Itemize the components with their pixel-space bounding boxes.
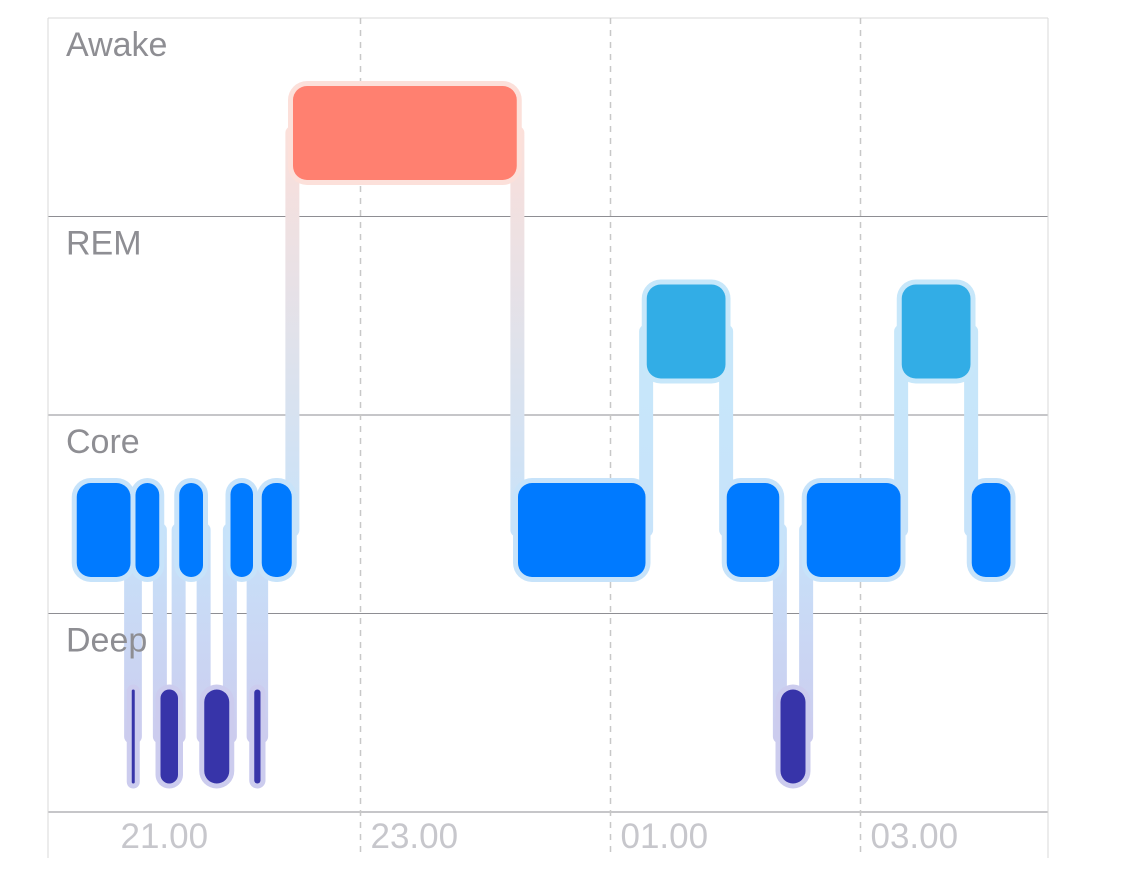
x-tick-label: 21.00 — [121, 817, 209, 856]
core-segment-bar — [806, 483, 901, 577]
x-tick-label: 23.00 — [371, 817, 459, 856]
core-segment-bar — [518, 483, 646, 577]
core-segment-bar — [230, 483, 253, 577]
deep-segment-bar — [131, 689, 135, 784]
stage-label-rem: REM — [66, 225, 142, 263]
stage-transition-connector — [285, 126, 300, 537]
stage-label-deep: Deep — [66, 622, 147, 660]
x-tick-label: 01.00 — [621, 817, 709, 856]
stage-label-awake: Awake — [66, 26, 167, 64]
deep-segment-bar — [254, 689, 261, 784]
grid — [47, 17, 1049, 858]
stage-labels: Awake REM Core Deep — [66, 26, 167, 660]
core-segment-bar — [726, 483, 780, 577]
x-axis-ticks: 21.00 23.00 01.00 03.00 — [121, 817, 959, 856]
awake-segment-bar — [293, 86, 517, 180]
stage-label-core: Core — [66, 423, 140, 461]
rem-segment-bar — [646, 284, 726, 379]
deep-segment-bar — [160, 689, 178, 784]
deep-segment-bar — [204, 689, 230, 784]
stage-transition-connectors — [124, 126, 979, 744]
deep-segment-bar — [780, 689, 806, 784]
core-segment-bar — [76, 483, 131, 577]
rem-segment-bar — [901, 284, 971, 379]
segment-halos — [71, 81, 1016, 789]
core-segment-bar — [971, 483, 1011, 577]
segment-bars — [76, 86, 1011, 784]
core-segment-bar — [135, 483, 160, 577]
stage-transition-connector — [510, 126, 525, 537]
x-tick-label: 03.00 — [871, 817, 959, 856]
core-segment-bar — [179, 483, 203, 577]
core-segment-bar — [261, 483, 292, 577]
